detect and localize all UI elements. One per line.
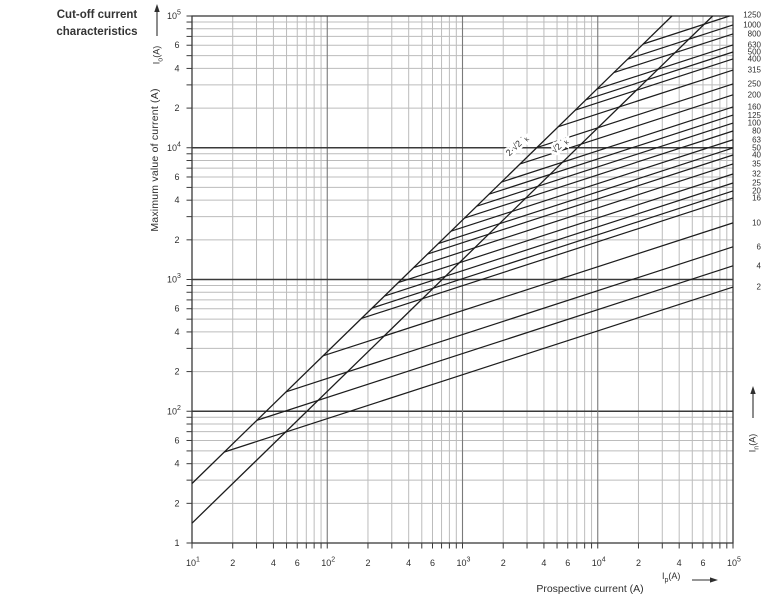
rating-label-800A: 800	[748, 30, 762, 39]
rating-label-32A: 32	[752, 170, 761, 179]
rating-label-500A: 500	[748, 48, 762, 57]
chart-title-line2: characteristics	[56, 26, 138, 38]
cutoff-line-400A	[575, 58, 734, 111]
y-tick-label: 6	[174, 40, 179, 50]
rating-label-315A: 315	[748, 66, 762, 75]
reference-line-2sqrt2	[191, 15, 673, 484]
cutoff-line-1250A	[643, 15, 730, 45]
y-tick-label-10e4: 104	[167, 141, 181, 153]
y-tick-label: 4	[174, 195, 179, 205]
y-tick-label: 6	[174, 304, 179, 314]
x-tick-label: 2	[501, 558, 506, 568]
rating-label-400A: 400	[748, 55, 762, 64]
rating-label-250A: 250	[748, 80, 762, 89]
in-up-arrow-icon	[750, 386, 756, 394]
chart-title-line1: Cut-off current	[56, 9, 138, 21]
y-tick-label: 2	[174, 367, 179, 377]
x-tick-label: 6	[295, 558, 300, 568]
cutoff-line-315A	[558, 69, 734, 128]
cutoff-line-16A	[361, 197, 734, 320]
rating-label-1000A: 1000	[743, 21, 761, 30]
rating-label-1250A: 1250	[743, 11, 761, 20]
ip-right-arrow-icon	[710, 577, 718, 583]
x-tick-label: 4	[406, 558, 411, 568]
x-tick-label: 4	[271, 558, 276, 568]
cutoff-line-32A	[398, 173, 734, 284]
rating-label-16A: 16	[752, 194, 761, 203]
cutoff-line-35A	[413, 163, 734, 269]
rating-label-100A: 100	[748, 119, 762, 128]
cutoff-line-4A	[256, 265, 734, 421]
y-tick-label-10e5: 105	[167, 10, 181, 22]
cutoff-line-630A	[596, 44, 734, 90]
rating-label-200A: 200	[748, 91, 762, 100]
cutoff-line-40A	[427, 154, 734, 255]
cutoff-line-250A	[536, 83, 734, 149]
x-tick-label-10e5: 105	[727, 557, 741, 569]
chart-title: Cut-off current characteristics	[38, 7, 156, 41]
cutoff-line-80A	[464, 130, 734, 219]
x-tick-label-10e3: 103	[457, 557, 471, 569]
ip-axis-label: Ip(A)	[662, 571, 681, 584]
rating-label-63A: 63	[752, 135, 761, 144]
cutoff-line-2A	[224, 286, 734, 453]
rating-label-630A: 630	[748, 41, 762, 50]
rating-label-10A: 10	[752, 219, 761, 228]
x-tick-label: 4	[677, 558, 682, 568]
rating-label-20A: 20	[752, 187, 761, 196]
cutoff-line-160A	[501, 106, 734, 183]
rating-label-160A: 160	[748, 103, 762, 112]
x-tick-label: 2	[230, 558, 235, 568]
x-tick-label-10e1: 101	[186, 557, 200, 569]
cutoff-line-800A	[613, 33, 734, 74]
y-tick-label: 6	[174, 435, 179, 445]
y-tick-label: 6	[174, 172, 179, 182]
cutoff-line-125A	[488, 114, 734, 195]
cutoff-line-1000A	[627, 24, 734, 60]
x-tick-label: 6	[430, 558, 435, 568]
y-tick-label-bottom: 1	[174, 538, 179, 548]
rating-label-50A: 50	[752, 144, 761, 153]
rating-label-4A: 4	[757, 262, 762, 271]
rating-label-40A: 40	[752, 151, 761, 160]
x-tick-label-10e2: 102	[321, 557, 335, 569]
in-axis-label: In(A)	[747, 433, 761, 453]
rating-label-2A: 2	[757, 283, 762, 292]
x-axis-title: Prospective current (A)	[536, 583, 644, 595]
x-tick-label: 2	[365, 558, 370, 568]
cutoff-line-20A	[372, 190, 734, 309]
io-up-arrow-icon	[154, 4, 160, 12]
cutoff-line-500A	[585, 51, 734, 101]
io-axis-label: Io(A)	[151, 45, 165, 65]
reference-line-sqrt2	[191, 15, 714, 524]
y-tick-label: 4	[174, 327, 179, 337]
y-tick-label: 4	[174, 459, 179, 469]
y-tick-label: 2	[174, 498, 179, 508]
cutoff-line-25A	[384, 182, 734, 297]
rating-label-35A: 35	[752, 160, 761, 169]
y-tick-label: 2	[174, 103, 179, 113]
cutoff-line-6A	[286, 246, 734, 393]
x-tick-label: 6	[565, 558, 570, 568]
y-tick-label: 4	[174, 63, 179, 73]
cutoff-line-50A	[438, 147, 734, 245]
x-tick-label: 4	[541, 558, 546, 568]
cutoff-line-63A	[450, 139, 734, 232]
y-tick-label-10e2: 102	[167, 405, 181, 417]
cutoff-line-10A	[322, 222, 734, 357]
x-tick-label: 2	[636, 558, 641, 568]
rating-label-80A: 80	[752, 127, 761, 136]
cutoff-line-200A	[519, 94, 734, 165]
x-tick-label: 6	[700, 558, 705, 568]
rating-label-6A: 6	[757, 243, 762, 252]
rating-label-25A: 25	[752, 179, 761, 188]
y-axis-title: Maximum value of current (A)	[149, 88, 161, 232]
rating-label-125A: 125	[748, 111, 762, 120]
cutoff-line-100A	[476, 122, 734, 207]
y-tick-label: 2	[174, 235, 179, 245]
y-tick-label-10e3: 103	[167, 273, 181, 285]
x-tick-label-10e4: 104	[592, 557, 606, 569]
